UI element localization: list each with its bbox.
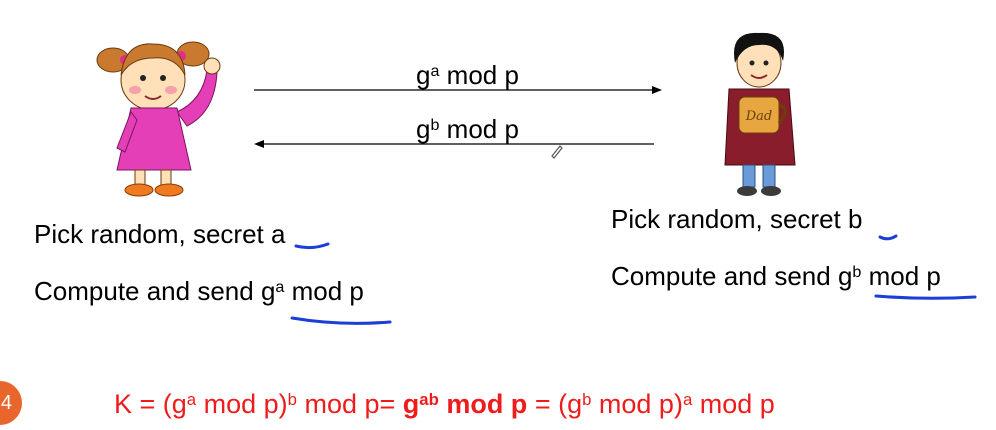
mug (738, 96, 780, 134)
alice-line-1: Pick random, secret a (34, 219, 286, 249)
bob-hair (734, 32, 784, 63)
arrow-right-head (652, 86, 662, 94)
message-bottom: gb mod p (416, 114, 519, 144)
message-arrows (254, 86, 662, 148)
bob-line-2: Compute and send gb mod p (611, 261, 941, 291)
bob-line-1: Pick random, secret b (611, 204, 863, 234)
underline-bob-gbmodp (874, 294, 977, 300)
alice-illustration (96, 41, 221, 197)
alice-line-2: Compute and send ga mod p (34, 276, 364, 306)
slide-number-badge: 4 (0, 381, 22, 425)
underline-alice-gamodp (290, 316, 392, 325)
underline-bob-b (878, 234, 898, 241)
underline-alice-a (294, 242, 330, 250)
bob-secret: b (847, 204, 863, 234)
mug-label: Dad (745, 109, 773, 124)
bob-illustration: Dad (724, 32, 796, 196)
alice-secret: a (270, 219, 286, 249)
arrow-left-head (254, 140, 264, 148)
alice-bangs (120, 43, 186, 76)
shared-key-formula: K = (ga mod p)b mod p= gab mod p = (gb m… (114, 389, 775, 419)
message-top: ga mod p (416, 60, 519, 90)
pen-cursor-icon (551, 145, 563, 159)
